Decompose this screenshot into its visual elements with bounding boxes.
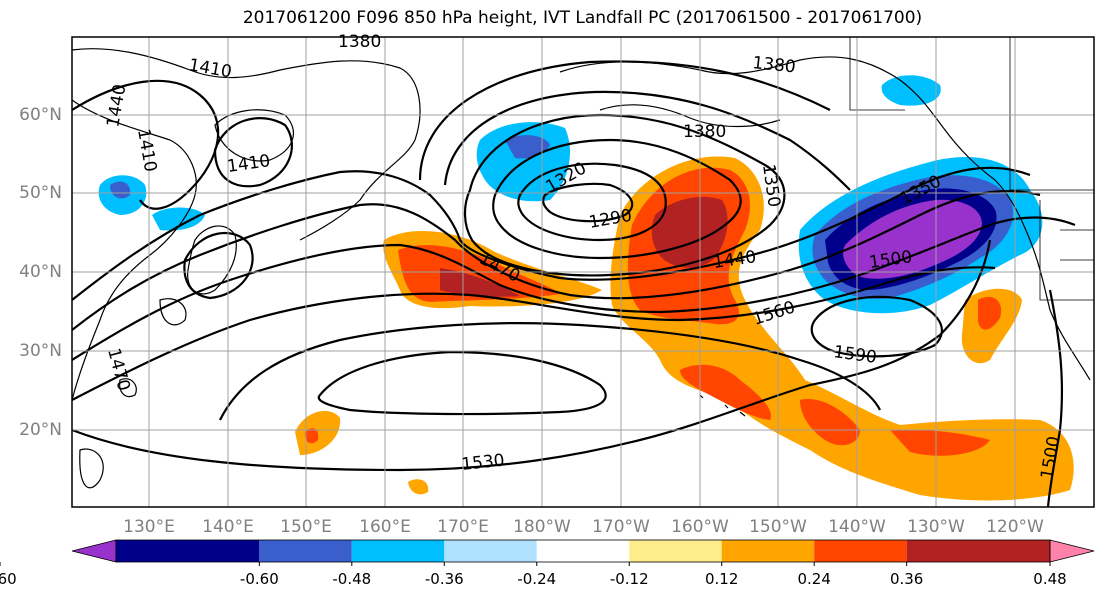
colorbar-label: 0.36	[890, 570, 923, 588]
colorbar-segment	[721, 540, 815, 562]
contour-label: 1380	[338, 32, 381, 52]
colorbar-label: 0.24	[797, 570, 830, 588]
colorbar-label: -0.12	[610, 570, 649, 588]
colorbar-label: -0.60	[240, 570, 279, 588]
graticule	[72, 37, 1094, 507]
colorbar-label: -0.24	[517, 570, 556, 588]
political-boundaries	[849, 37, 1094, 301]
lon-label: 120°W	[986, 517, 1044, 537]
lat-label: 40°N	[19, 262, 62, 282]
colorbar-segment	[536, 540, 630, 562]
colorbar-segment	[814, 540, 907, 562]
lat-label: 50°N	[19, 183, 62, 203]
lat-label: 60°N	[19, 105, 62, 125]
lon-label: 140°W	[828, 517, 886, 537]
lon-label: 170°W	[592, 517, 650, 537]
lon-label: 160°W	[671, 517, 729, 537]
coastlines	[72, 48, 1091, 489]
colorbar-label: 0.12	[705, 570, 738, 588]
lat-label: 20°N	[19, 420, 62, 440]
colorbar-segment	[629, 540, 722, 562]
colorbar-outline	[115, 539, 1051, 563]
colorbar-segment	[116, 540, 260, 562]
colorbar-label: 0.48	[1033, 570, 1066, 588]
colorbar-label: 0.60	[0, 570, 17, 588]
lon-label: 130°W	[907, 517, 965, 537]
contour-label: 1530	[460, 451, 505, 475]
map-title: 2017061200 F096 850 hPa height, IVT Land…	[242, 8, 923, 28]
colorbar-label: -0.48	[332, 570, 371, 588]
lon-label: 180°W	[513, 517, 571, 537]
lon-label: 160°E	[359, 517, 411, 537]
lon-label: 150°W	[749, 517, 807, 537]
colorbar-label: -0.36	[425, 570, 464, 588]
lat-label: 30°N	[19, 341, 62, 361]
map-frame	[71, 36, 1095, 508]
colorbar-segment	[906, 540, 1050, 562]
longitude-labels: 130°E 140°E 150°E 160°E 170°E 180°W 170°…	[123, 517, 1044, 537]
lon-label: 130°E	[123, 517, 175, 537]
lon-label: 150°E	[280, 517, 332, 537]
colorbar-extend-low	[71, 539, 117, 563]
positive-ivt-shading	[295, 156, 1074, 501]
lon-label: 140°E	[202, 517, 254, 537]
contour-label: 1380	[683, 122, 726, 142]
colorbar: -0.60 -0.48 -0.36 -0.24 -0.12 0.12 0.24 0.36 0.4…	[0, 539, 1095, 588]
colorbar-segment	[351, 540, 445, 562]
lon-label: 170°E	[437, 517, 489, 537]
contour-label: 1380	[751, 53, 796, 77]
colorbar-segment	[259, 540, 352, 562]
colorbar-segment	[444, 540, 537, 562]
colorbar-extend-high	[1049, 539, 1095, 563]
latitude-labels: 60°N 50°N 40°N 30°N 20°N	[19, 105, 62, 440]
